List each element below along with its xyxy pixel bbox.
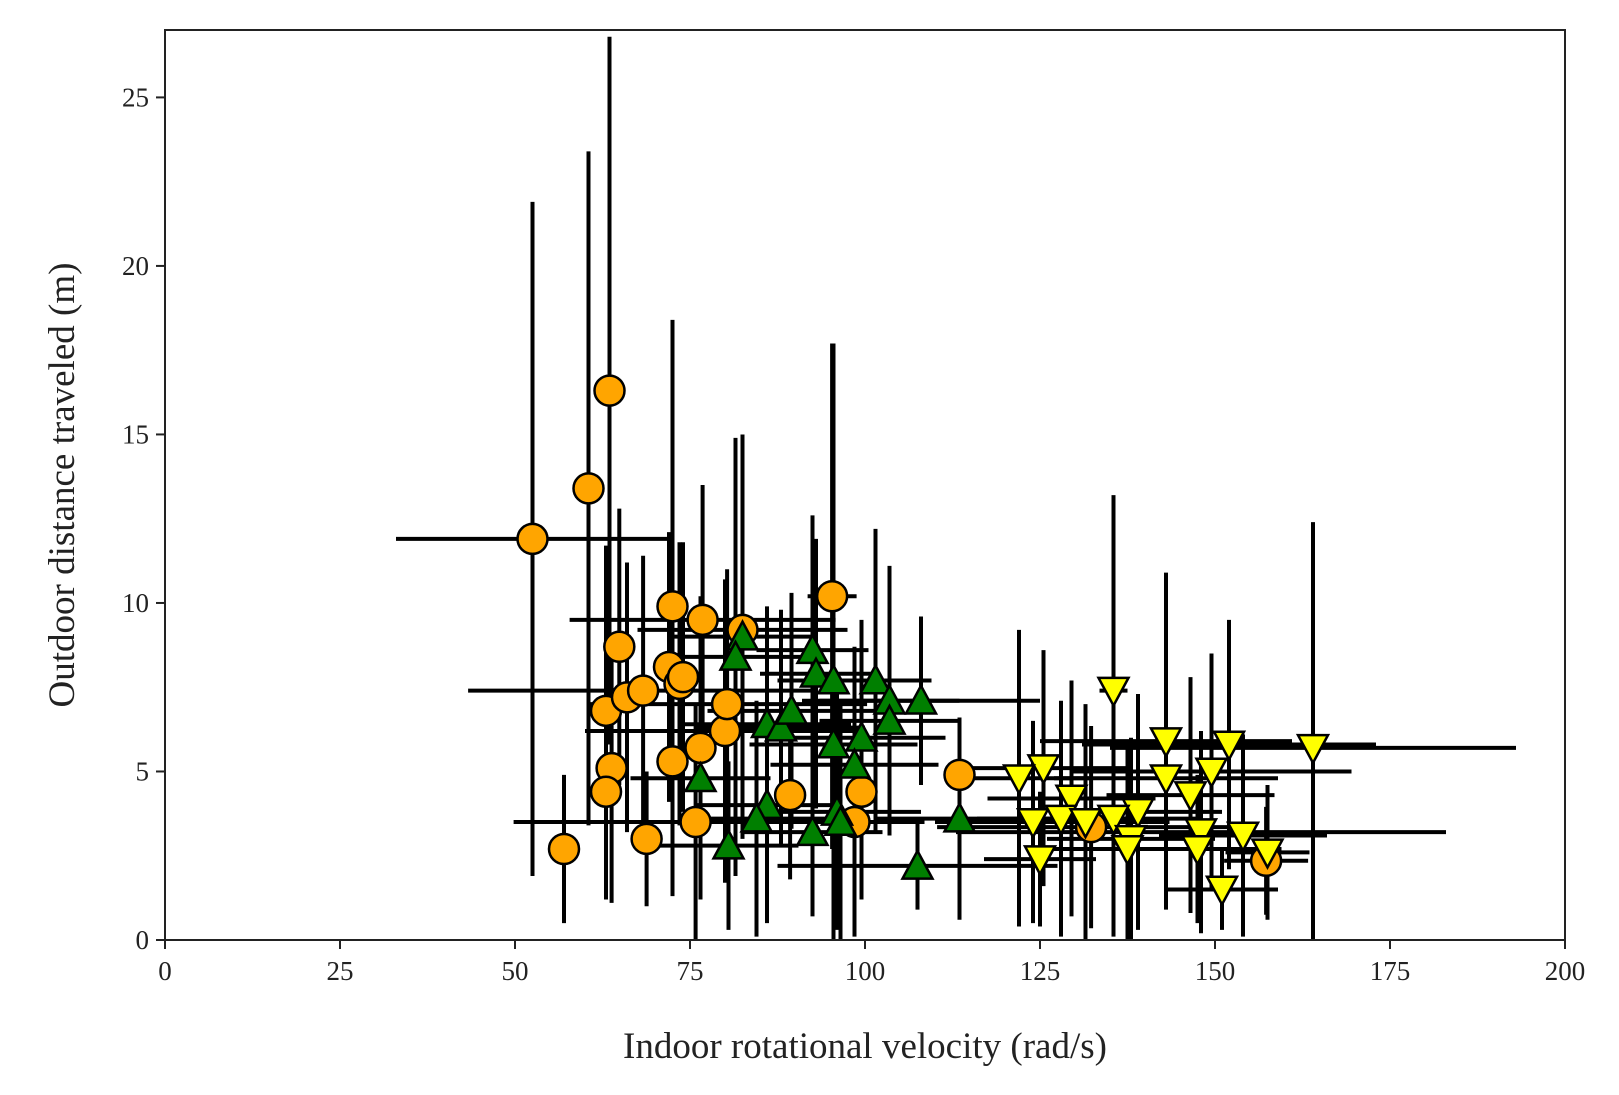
x-tick-label-3: 75 (677, 956, 704, 986)
data-point-triangle-down-11 (1015, 808, 1051, 840)
data-point-triangle-up-15 (683, 760, 718, 793)
data-point-triangle-down-19 (1180, 835, 1215, 867)
data-point-circle-3 (603, 630, 636, 664)
x-tick-label-7: 175 (1370, 956, 1411, 986)
data-point-triangle-down-9 (1054, 784, 1089, 817)
y-axis-ticks: 0 5 10 15 20 25 (122, 82, 165, 955)
data-point-triangle-down-8 (1173, 781, 1208, 813)
data-point-circle-20 (547, 832, 581, 866)
data-point-triangle-down-22 (1204, 875, 1240, 908)
data-point-triangle-down-2 (1148, 727, 1184, 759)
data-point-triangle-down-18 (1110, 835, 1145, 867)
x-axis-ticks: 0 25 50 75 100 125 150 175 200 (158, 940, 1585, 986)
data-point-triangle-down-4 (1026, 754, 1061, 786)
data-point-triangle-up-7 (903, 683, 939, 715)
data-point-circle-8 (656, 590, 689, 623)
x-tick-label-4: 100 (845, 956, 886, 986)
data-point-triangle-up-17 (739, 801, 774, 833)
data-point-circle-2 (593, 374, 626, 407)
data-point-circle-16 (684, 731, 717, 765)
data-point-circle-19 (589, 775, 623, 808)
y-tick-label-1: 5 (136, 756, 150, 786)
data-point-circle-26 (943, 758, 976, 792)
data-point-triangle-down-7 (1148, 764, 1184, 796)
x-tick-label-6: 150 (1195, 956, 1236, 986)
x-tick-label-2: 50 (502, 956, 529, 986)
y-tick-label-0: 0 (136, 925, 150, 955)
data-point-triangle-up-5 (858, 662, 893, 695)
y-tick-label-2: 10 (122, 588, 149, 618)
data-point-circle-22 (679, 805, 712, 839)
data-point-triangle-up-21 (711, 828, 746, 860)
data-point-triangle-down-15 (1183, 818, 1219, 850)
data-point-triangle-up-4 (816, 662, 851, 695)
data-markers (516, 374, 1331, 908)
data-point-triangle-down-13 (1068, 808, 1103, 840)
data-point-triangle-down-5 (1194, 757, 1229, 790)
data-point-triangle-down-6 (1001, 764, 1037, 796)
data-point-triangle-down-21 (1022, 845, 1058, 877)
x-tick-label-5: 125 (1020, 956, 1061, 986)
data-point-triangle-down-12 (1043, 804, 1079, 837)
data-point-triangle-up-3 (798, 656, 834, 688)
data-point-triangle-up-11 (774, 693, 809, 725)
x-tick-label-0: 0 (158, 956, 172, 986)
data-point-triangle-down-14 (1096, 804, 1131, 837)
data-point-triangle-up-1 (718, 639, 753, 671)
data-point-triangle-up-14 (837, 747, 872, 779)
y-tick-label-5: 25 (122, 82, 149, 112)
data-point-circle-23 (773, 778, 807, 812)
data-point-circle-21 (630, 822, 663, 856)
data-point-circle-24 (845, 775, 878, 808)
data-point-circle-11 (686, 603, 719, 637)
y-tick-label-4: 20 (122, 251, 149, 281)
data-point-circle-17 (656, 745, 689, 778)
data-point-circle-1 (572, 472, 605, 505)
data-point-triangle-up-19 (823, 804, 858, 837)
data-point-triangle-down-16 (1225, 821, 1261, 854)
data-point-triangle-up-8 (872, 703, 907, 735)
data-point-triangle-up-13 (816, 726, 851, 759)
data-point-triangle-up-20 (795, 814, 830, 847)
y-axis-title: Outdoor distance traveled (m) (42, 263, 83, 708)
data-point-triangle-down-1 (1295, 733, 1331, 766)
data-point-triangle-down-10 (1120, 797, 1156, 830)
data-point-circle-10 (666, 660, 700, 694)
data-point-triangle-down-20 (1250, 838, 1285, 870)
data-point-circle-6 (626, 674, 660, 707)
data-point-triangle-up-22 (942, 801, 977, 833)
data-point-circle-0 (516, 522, 549, 556)
x-tick-label-8: 200 (1545, 956, 1586, 986)
data-point-triangle-down-0 (1096, 676, 1131, 709)
data-point-triangle-down-3 (1211, 730, 1247, 763)
x-axis-title: Indoor rotational velocity (rad/s) (623, 1026, 1107, 1067)
data-point-circle-13 (815, 579, 849, 613)
error-bars (396, 36, 1516, 940)
x-tick-label-1: 25 (327, 956, 354, 986)
data-point-triangle-up-12 (844, 720, 879, 752)
y-tick-label-3: 15 (122, 419, 149, 449)
data-point-circle-15 (710, 687, 744, 721)
data-point-triangle-up-10 (763, 710, 799, 742)
data-point-triangle-up-23 (900, 848, 935, 880)
